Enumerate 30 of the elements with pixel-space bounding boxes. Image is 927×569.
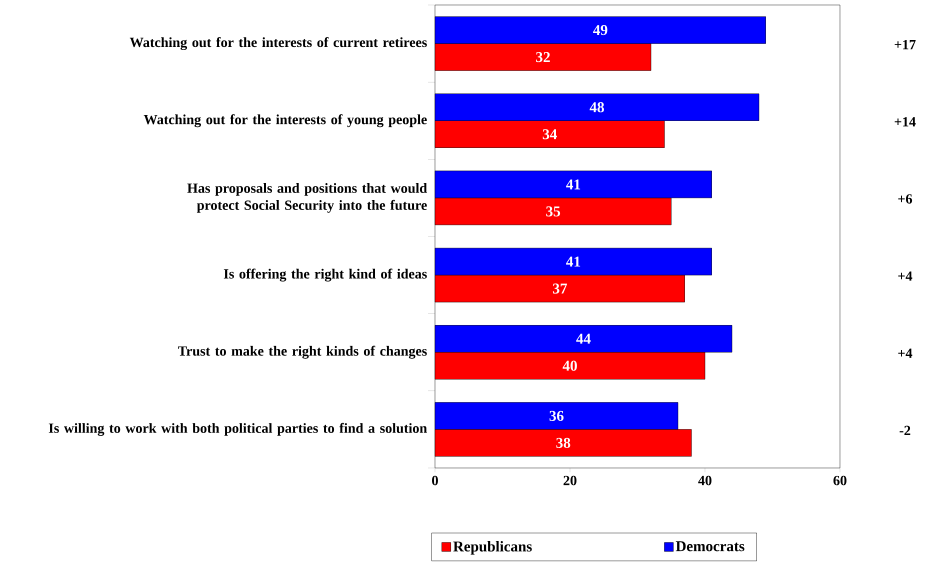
data-label: 38 xyxy=(556,438,570,448)
data-label: 37 xyxy=(552,284,568,294)
legend-label: Democrats xyxy=(676,541,744,552)
data-label: 32 xyxy=(536,52,550,62)
text: +4 xyxy=(898,271,912,281)
data-label: 41 xyxy=(566,256,580,267)
y-tick-label: Trust to make the right kinds of changes xyxy=(178,346,427,359)
y-tick-label: Watching out for the interests of current retirees xyxy=(130,37,427,50)
data-label: 35 xyxy=(546,206,560,216)
x-tick-label: 60 xyxy=(833,476,846,486)
x-tick-label: 0 xyxy=(432,476,438,486)
data-label: 41 xyxy=(566,179,580,190)
data-label: 34 xyxy=(542,129,557,140)
data-label: 48 xyxy=(590,102,604,112)
x-tick-label: 40 xyxy=(698,476,712,486)
data-label: 44 xyxy=(576,334,591,344)
data-label: 40 xyxy=(562,360,577,371)
text: -2 xyxy=(900,426,910,436)
data-label: 36 xyxy=(550,410,564,421)
text: +4 xyxy=(898,348,912,358)
y-tick-label: Is willing to work with both political parties to find a solution xyxy=(48,422,427,436)
y-tick-label: Is offering the right kind of ideas xyxy=(224,268,427,282)
text: +14 xyxy=(894,117,916,126)
data-label: 49 xyxy=(593,25,608,36)
y-tick-label: Watching out for the interests of young people xyxy=(144,114,427,128)
x-tick-label: 20 xyxy=(564,476,576,486)
text: +17 xyxy=(894,40,916,50)
legend-label: Republicans xyxy=(453,541,532,555)
y-tick-label: Has proposals and positions that would protect Social Security into the future xyxy=(187,183,428,213)
text: +6 xyxy=(898,194,912,204)
